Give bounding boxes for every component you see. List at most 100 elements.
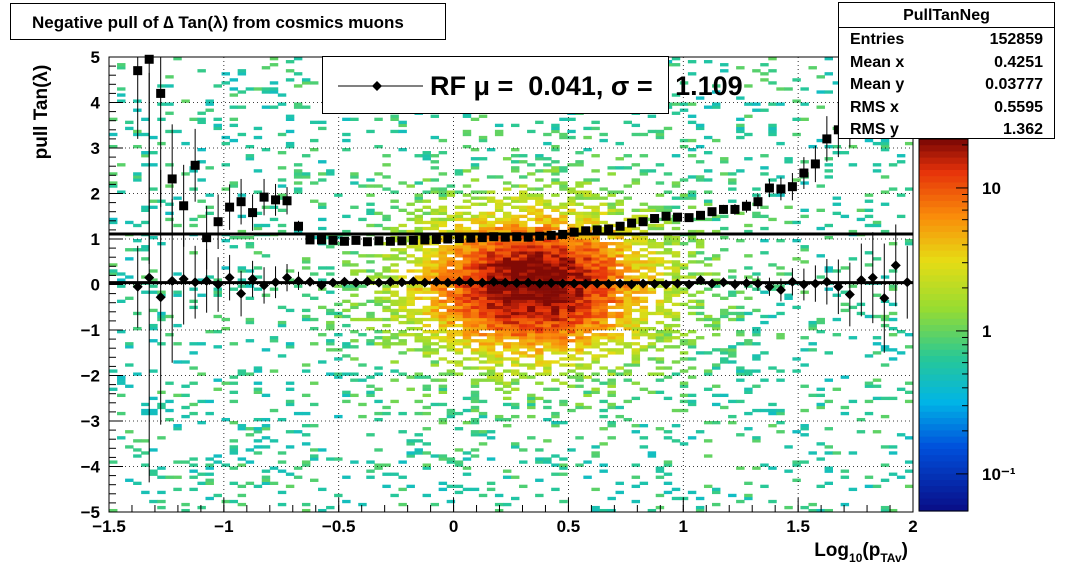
heatmap-cell (768, 81, 777, 85)
heatmap-cell (808, 393, 817, 398)
heatmap-cell (744, 296, 753, 300)
heatmap-cell (301, 308, 311, 313)
heatmap-cell (543, 366, 552, 370)
heatmap-cell (438, 138, 448, 143)
heatmap-cell (559, 135, 568, 140)
heatmap-cell (301, 502, 311, 507)
heatmap-cell (543, 293, 552, 297)
heatmap-cell (511, 248, 520, 252)
heatmap-cell (310, 181, 319, 185)
heatmap-cell (567, 296, 576, 300)
heatmap-cell (470, 393, 480, 398)
heatmap-cell (663, 323, 673, 328)
heatmap-cell (896, 387, 906, 391)
data-point-diamond (178, 274, 189, 285)
heatmap-cell (551, 351, 560, 355)
heatmap-cell (430, 502, 440, 507)
heatmap-cell (567, 354, 576, 358)
heatmap-cell (695, 302, 705, 307)
data-point-diamond (844, 289, 855, 300)
heatmap-cell (551, 287, 560, 291)
heatmap-cell (623, 287, 632, 291)
heatmap-cell (824, 481, 833, 485)
heatmap-cell (519, 372, 528, 376)
data-point-diamond (649, 279, 660, 290)
heatmap-cell (494, 290, 504, 294)
heatmap-cell (502, 369, 512, 373)
heatmap-cell (808, 348, 817, 352)
heatmap-cell (269, 287, 279, 291)
heatmap-cell (213, 330, 222, 334)
heatmap-cell (736, 399, 745, 404)
heatmap-cell (494, 242, 504, 246)
heatmap-cell (438, 151, 448, 155)
heatmap-cell (406, 290, 415, 294)
heatmap-cell (800, 87, 809, 91)
heatmap-cell (486, 339, 496, 343)
heatmap-cell (486, 199, 496, 203)
heatmap-cell (816, 105, 825, 109)
heatmap-cell (494, 414, 504, 419)
colorbar-band (919, 393, 968, 400)
heatmap-cell (615, 323, 624, 328)
heatmap-cell (350, 393, 359, 398)
heatmap-cell (117, 378, 126, 382)
heatmap-cell (470, 396, 480, 401)
heatmap-cell (253, 417, 263, 422)
heatmap-cell (543, 223, 552, 228)
heatmap-cell (470, 487, 480, 492)
heatmap-cell (607, 333, 616, 337)
heatmap-cell (446, 305, 456, 310)
heatmap-cell (350, 378, 359, 382)
heatmap-cell (310, 402, 319, 407)
heatmap-cell (583, 308, 592, 313)
heatmap-cell (446, 269, 456, 273)
heatmap-cell (318, 126, 327, 131)
heatmap-cell (519, 235, 528, 240)
heatmap-cell (543, 202, 552, 206)
heatmap-cell (502, 314, 512, 319)
heatmap-cell (350, 181, 359, 185)
heatmap-cell (502, 266, 512, 270)
heatmap-cell (888, 317, 898, 322)
colorbar-band (919, 176, 968, 183)
heatmap-cell (623, 226, 632, 231)
heatmap-cell (519, 275, 528, 279)
heatmap-cell (141, 151, 150, 155)
heatmap-cell (768, 466, 777, 470)
heatmap-cell (462, 211, 472, 216)
heatmap-cell (551, 487, 560, 492)
heatmap-cell (535, 229, 544, 234)
fit-lines (109, 232, 913, 285)
heatmap-cell (752, 357, 761, 361)
heatmap-cell (623, 363, 632, 367)
heatmap-cell (543, 184, 552, 188)
heatmap-cell (502, 390, 512, 394)
heatmap-cell (149, 163, 158, 167)
heatmap-cell (486, 148, 496, 152)
colorbar-band (919, 256, 968, 264)
heatmap-cell (559, 308, 568, 313)
heatmap-cell (864, 411, 874, 416)
heatmap-cell (567, 263, 576, 267)
heatmap-cell (832, 451, 842, 455)
heatmap-cell (720, 357, 729, 361)
heatmap-cell (519, 208, 528, 212)
heatmap-cell (527, 330, 536, 334)
heatmap-cell (197, 69, 206, 73)
heatmap-cell (800, 424, 809, 428)
heatmap-cell (519, 193, 528, 197)
heatmap-cell (350, 172, 359, 176)
heatmap-cell (776, 336, 785, 340)
heatmap-cell (551, 333, 560, 337)
heatmap-cell (712, 105, 721, 109)
heatmap-cell (607, 369, 616, 373)
heatmap-cell (808, 323, 817, 328)
heatmap-cell (502, 157, 512, 161)
heatmap-cell (591, 305, 600, 310)
heatmap-cell (406, 333, 415, 337)
heatmap-cell (848, 399, 858, 404)
heatmap-cell (293, 169, 303, 173)
heatmap-cell (494, 317, 504, 322)
heatmap-cell (109, 117, 118, 121)
